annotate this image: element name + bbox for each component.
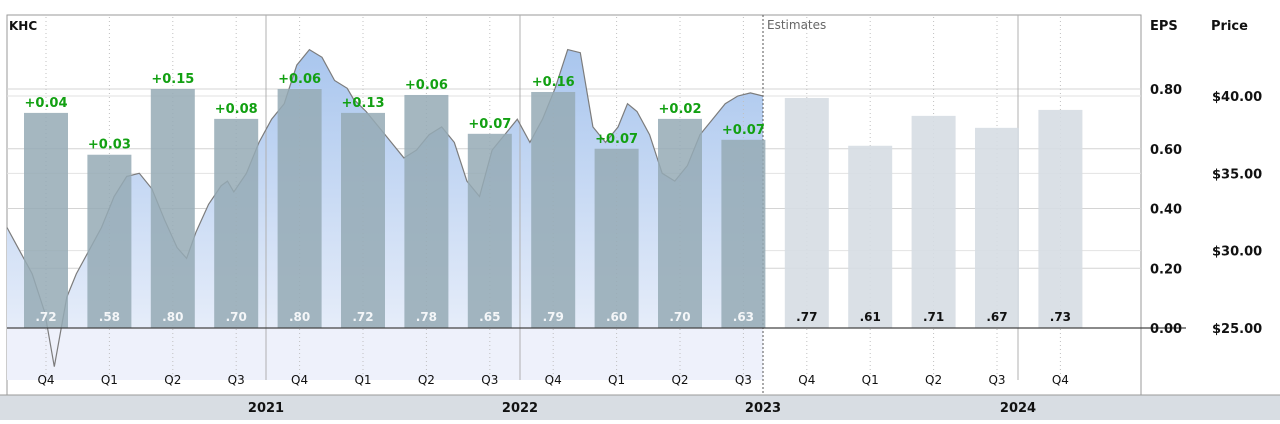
eps-surprise-label: +0.06 <box>278 72 321 87</box>
quarter-label: Q1 <box>608 373 625 387</box>
eps-surprise-label: +0.15 <box>151 72 194 87</box>
eps-bar <box>531 91 576 328</box>
quarter-label: Q2 <box>418 373 435 387</box>
eps-tick-label: 0.40 <box>1150 203 1182 218</box>
eps-value-label: .71 <box>923 310 944 324</box>
eps-bar <box>1038 109 1083 328</box>
eps-surprise-label: +0.06 <box>405 78 448 93</box>
eps-bar <box>341 112 385 329</box>
eps-value-label: .77 <box>796 310 817 324</box>
eps-surprise-label: +0.07 <box>722 123 765 138</box>
eps-surprise-label: +0.03 <box>88 138 131 153</box>
eps-value-label: .72 <box>352 310 373 324</box>
year-band <box>0 395 1280 420</box>
year-label: 2021 <box>248 401 284 416</box>
eps-value-label: .70 <box>226 310 247 324</box>
eps-tick-label: 0.60 <box>1150 143 1182 158</box>
eps-bar <box>784 97 829 329</box>
eps-bar <box>467 133 512 328</box>
eps-bar <box>594 148 639 328</box>
eps-bar <box>24 112 68 329</box>
eps-axis-title: EPS <box>1150 19 1178 34</box>
quarter-label: Q1 <box>101 373 118 387</box>
eps-value-label: .79 <box>543 310 564 324</box>
quarter-label: Q4 <box>37 373 54 387</box>
quarter-label: Q1 <box>862 373 879 387</box>
eps-value-label: .60 <box>606 310 627 324</box>
eps-surprise-label: +0.13 <box>342 96 385 111</box>
quarter-label: Q4 <box>545 373 562 387</box>
year-label: 2024 <box>1000 401 1036 416</box>
eps-tick-label: 0.00 <box>1150 322 1182 337</box>
eps-value-label: .65 <box>479 310 500 324</box>
eps-value-label: .70 <box>669 310 690 324</box>
eps-surprise-label: +0.07 <box>595 132 638 147</box>
eps-value-label: .63 <box>733 310 754 324</box>
eps-surprise-label: +0.16 <box>532 75 575 90</box>
eps-value-label: .61 <box>860 310 881 324</box>
eps-value-label: .72 <box>35 310 56 324</box>
eps-bar <box>721 139 766 328</box>
ticker-label: KHC <box>9 19 37 33</box>
eps-surprise-label: +0.04 <box>25 96 68 111</box>
eps-bar <box>87 154 132 328</box>
eps-tick-label: 0.80 <box>1150 83 1182 98</box>
quarter-label: Q3 <box>735 373 752 387</box>
eps-bar <box>658 118 702 328</box>
eps-tick-label: 0.20 <box>1150 262 1182 277</box>
price-tick-label: $35.00 <box>1212 167 1262 182</box>
eps-value-label: .80 <box>162 310 183 324</box>
history-lower-band <box>7 328 763 380</box>
eps-surprise-label: +0.07 <box>468 117 511 132</box>
year-label: 2022 <box>502 401 538 416</box>
quarter-label: Q3 <box>481 373 498 387</box>
year-label: 2023 <box>745 401 781 416</box>
quarter-label: Q4 <box>291 373 308 387</box>
price-tick-label: $25.00 <box>1212 322 1262 337</box>
quarter-label: Q4 <box>1052 373 1069 387</box>
quarter-label: Q1 <box>354 373 371 387</box>
eps-bar <box>911 115 956 328</box>
eps-bar <box>848 145 893 328</box>
quarter-label: Q2 <box>164 373 181 387</box>
eps-bar <box>214 118 259 328</box>
price-axis-title: Price <box>1211 19 1248 34</box>
price-tick-label: $40.00 <box>1212 90 1262 105</box>
eps-bar <box>277 89 322 328</box>
eps-value-label: .80 <box>289 310 310 324</box>
eps-value-label: .73 <box>1050 310 1071 324</box>
quarter-label: Q2 <box>925 373 942 387</box>
quarter-label: Q2 <box>671 373 688 387</box>
estimates-label: Estimates <box>767 18 826 32</box>
quarter-label: Q4 <box>798 373 815 387</box>
eps-bar <box>404 94 449 328</box>
eps-value-label: .67 <box>986 310 1007 324</box>
quarter-label: Q3 <box>988 373 1005 387</box>
eps-bar <box>975 127 1019 329</box>
eps-value-label: .58 <box>99 310 120 324</box>
quarter-label: Q3 <box>228 373 245 387</box>
eps-value-label: .78 <box>416 310 437 324</box>
eps-surprise-label: +0.02 <box>659 102 702 117</box>
eps-bar <box>150 89 195 328</box>
eps-surprise-label: +0.08 <box>215 102 258 117</box>
price-tick-label: $30.00 <box>1212 245 1262 260</box>
